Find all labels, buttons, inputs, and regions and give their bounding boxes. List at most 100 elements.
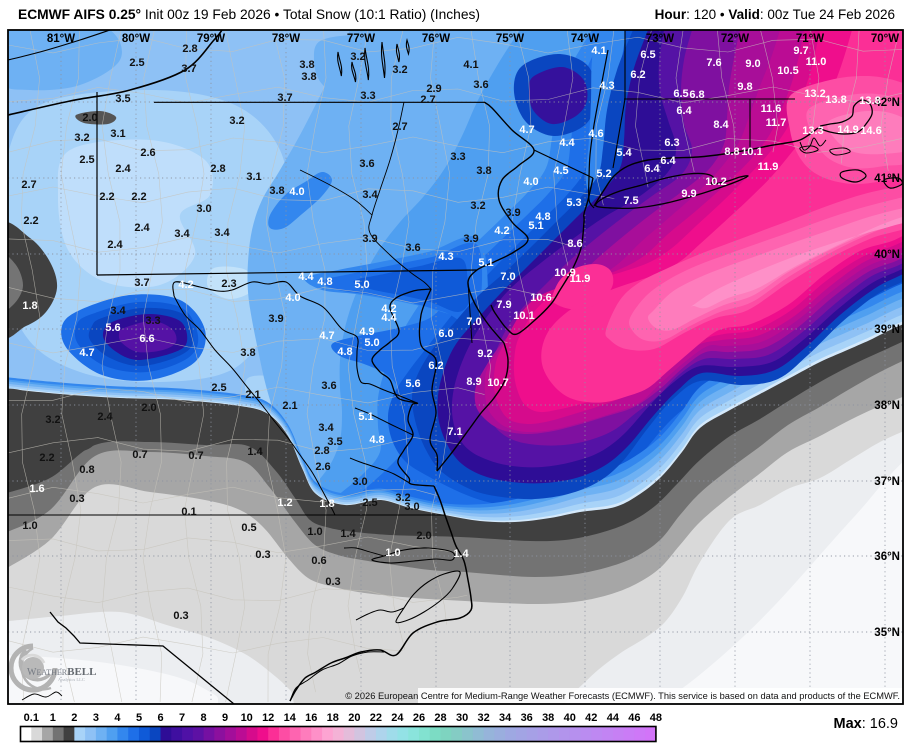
svg-text:4.4: 4.4	[559, 137, 575, 149]
svg-text:1: 1	[50, 712, 56, 724]
svg-text:4.2: 4.2	[178, 279, 193, 291]
svg-text:3.8: 3.8	[476, 165, 491, 177]
svg-text:1.0: 1.0	[22, 520, 37, 532]
svg-text:77°W: 77°W	[347, 33, 375, 45]
svg-text:5.1: 5.1	[358, 411, 373, 423]
svg-text:14: 14	[284, 712, 297, 724]
svg-text:13.3: 13.3	[802, 125, 823, 137]
svg-text:5.0: 5.0	[354, 279, 369, 291]
svg-text:6.2: 6.2	[630, 69, 645, 81]
svg-text:0.3: 0.3	[325, 576, 340, 588]
svg-text:3.7: 3.7	[277, 92, 292, 104]
svg-text:3.4: 3.4	[174, 228, 190, 240]
svg-text:41°N: 41°N	[874, 173, 900, 185]
svg-text:3.6: 3.6	[321, 380, 336, 392]
svg-text:1.0: 1.0	[307, 526, 322, 538]
svg-text:5.3: 5.3	[566, 197, 581, 209]
svg-text:4.1: 4.1	[591, 45, 606, 57]
svg-text:0.3: 0.3	[255, 549, 270, 561]
svg-text:4.5: 4.5	[553, 165, 568, 177]
svg-text:3.2: 3.2	[395, 492, 410, 504]
svg-text:2.0: 2.0	[82, 112, 97, 124]
svg-text:11.9: 11.9	[758, 161, 779, 173]
svg-text:2.5: 2.5	[211, 382, 226, 394]
svg-text:2.2: 2.2	[99, 191, 114, 203]
svg-text:0.3: 0.3	[173, 610, 188, 622]
svg-text:74°W: 74°W	[571, 33, 599, 45]
svg-text:3.9: 3.9	[463, 233, 478, 245]
svg-text:4.3: 4.3	[438, 251, 453, 263]
svg-text:ECMWF AIFS 0.25° Init 00z 19 F: ECMWF AIFS 0.25° Init 00z 19 Feb 2026 • …	[18, 7, 480, 22]
svg-text:78°W: 78°W	[272, 33, 300, 45]
svg-text:7.5: 7.5	[623, 195, 638, 207]
svg-text:6: 6	[157, 712, 163, 724]
svg-text:37°N: 37°N	[874, 476, 900, 488]
svg-text:81°W: 81°W	[47, 33, 75, 45]
svg-text:2.5: 2.5	[362, 497, 377, 509]
svg-text:30: 30	[456, 712, 468, 724]
svg-text:2.2: 2.2	[131, 191, 146, 203]
svg-text:71°W: 71°W	[796, 33, 824, 45]
svg-text:3.5: 3.5	[327, 436, 342, 448]
svg-text:© 2026 European Centre for Med: © 2026 European Centre for Medium-Range …	[345, 691, 900, 701]
svg-text:4.0: 4.0	[523, 176, 538, 188]
svg-text:7.6: 7.6	[706, 57, 721, 69]
svg-text:5.4: 5.4	[616, 147, 632, 159]
svg-text:6.4: 6.4	[644, 163, 660, 175]
svg-text:75°W: 75°W	[496, 33, 524, 45]
svg-text:4.6: 4.6	[588, 128, 603, 140]
svg-text:3.2: 3.2	[74, 132, 89, 144]
svg-text:3.8: 3.8	[269, 185, 284, 197]
svg-text:13.8: 13.8	[825, 94, 846, 106]
svg-text:36°N: 36°N	[874, 551, 900, 563]
svg-text:2.1: 2.1	[282, 400, 297, 412]
svg-text:20: 20	[348, 712, 360, 724]
svg-text:3.6: 3.6	[473, 79, 488, 91]
svg-text:0.1: 0.1	[181, 506, 196, 518]
svg-text:0.7: 0.7	[188, 450, 203, 462]
svg-text:3.3: 3.3	[360, 90, 375, 102]
svg-text:36: 36	[521, 712, 533, 724]
svg-text:7.1: 7.1	[447, 426, 462, 438]
svg-text:3.3: 3.3	[450, 151, 465, 163]
svg-text:40: 40	[564, 712, 576, 724]
svg-text:8.9: 8.9	[466, 376, 481, 388]
svg-text:38°N: 38°N	[874, 400, 900, 412]
svg-text:3.9: 3.9	[268, 313, 283, 325]
svg-text:3.9: 3.9	[505, 207, 520, 219]
svg-text:0.3: 0.3	[69, 493, 84, 505]
svg-text:6.5: 6.5	[640, 49, 655, 61]
svg-text:22: 22	[370, 712, 382, 724]
svg-text:4.4: 4.4	[381, 312, 397, 324]
svg-text:1.8: 1.8	[22, 300, 37, 312]
svg-text:10.2: 10.2	[705, 176, 726, 188]
svg-text:3.2: 3.2	[350, 51, 365, 63]
svg-text:48: 48	[650, 712, 662, 724]
svg-text:32: 32	[477, 712, 489, 724]
svg-text:7.9: 7.9	[496, 299, 511, 311]
svg-text:4.3: 4.3	[599, 80, 614, 92]
svg-text:10.9: 10.9	[554, 267, 575, 279]
svg-text:9.8: 9.8	[737, 81, 752, 93]
svg-text:4: 4	[114, 712, 121, 724]
svg-text:2.9: 2.9	[426, 83, 441, 95]
svg-text:2.0: 2.0	[141, 402, 156, 414]
svg-text:2.1: 2.1	[245, 389, 260, 401]
svg-text:5.1: 5.1	[528, 220, 543, 232]
svg-text:1.4: 1.4	[247, 446, 263, 458]
svg-text:4.2: 4.2	[494, 225, 509, 237]
svg-text:4.9: 4.9	[359, 326, 374, 338]
svg-text:2.8: 2.8	[210, 163, 225, 175]
svg-text:4.8: 4.8	[369, 434, 384, 446]
svg-text:0.7: 0.7	[132, 449, 147, 461]
svg-text:44: 44	[607, 712, 620, 724]
svg-text:6.8: 6.8	[689, 89, 704, 101]
svg-text:2.3: 2.3	[221, 278, 236, 290]
svg-text:3.4: 3.4	[362, 189, 378, 201]
svg-text:73°W: 73°W	[646, 33, 674, 45]
svg-text:3.1: 3.1	[110, 128, 125, 140]
svg-text:0.6: 0.6	[311, 555, 326, 567]
svg-text:2.4: 2.4	[97, 411, 113, 423]
svg-text:14.6: 14.6	[860, 125, 881, 137]
svg-text:79°W: 79°W	[197, 33, 225, 45]
